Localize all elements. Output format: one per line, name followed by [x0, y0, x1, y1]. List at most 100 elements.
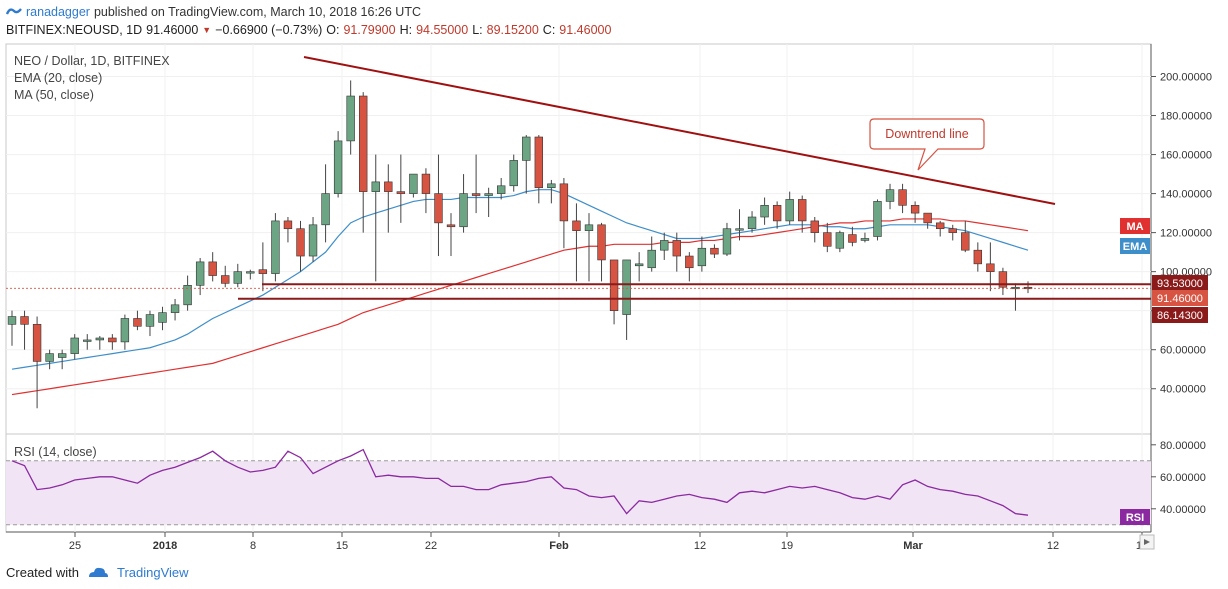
candle — [910, 201, 920, 223]
candle — [70, 334, 79, 360]
candle-body-down — [258, 269, 268, 274]
x-tick-label: 15 — [336, 540, 348, 552]
low-label: L: — [472, 23, 483, 37]
axis-badge-ema: EMA — [1120, 238, 1150, 254]
last-price: 91.46000 — [146, 23, 199, 37]
candle — [421, 168, 431, 214]
candle-body-up — [459, 193, 468, 228]
candle — [258, 242, 268, 292]
candle — [998, 267, 1008, 296]
candle-body-down — [20, 316, 29, 325]
tradingview-cloud-icon — [88, 567, 108, 577]
candle-body-down — [986, 263, 995, 272]
legend-ema: EMA (20, close) — [14, 71, 102, 85]
publish-info: published on TradingView.com, March 10, … — [93, 5, 421, 19]
candle — [948, 224, 957, 241]
axis-badge-text: EMA — [1123, 241, 1148, 253]
axis-badge-text: MA — [1126, 221, 1143, 233]
x-tick-label: 25 — [69, 540, 81, 552]
candle — [534, 135, 544, 204]
candle-body-up — [170, 304, 180, 313]
x-tick-label: 22 — [425, 540, 437, 552]
candle-body-down — [710, 247, 719, 255]
candle-body-down — [848, 234, 857, 243]
candle — [32, 316, 42, 409]
footer-bar: Created with TradingView — [6, 562, 189, 582]
candle-body-up — [747, 216, 757, 230]
price-chart[interactable]: 200.00000 180.00000 160.00000 140.00000 120.… — [0, 40, 1228, 555]
level-label-text: 93.53000 — [1157, 278, 1203, 290]
candle — [459, 174, 468, 233]
low-value: 89.15200 — [486, 23, 539, 37]
candle-body-down — [534, 136, 544, 189]
candle — [584, 213, 594, 282]
candle — [384, 164, 393, 233]
x-tick-label: 12 — [694, 540, 706, 552]
candle — [183, 275, 192, 311]
legend-ma: MA (50, close) — [14, 88, 94, 102]
candle — [986, 242, 995, 292]
candle — [233, 263, 242, 288]
candle — [647, 236, 656, 272]
rsi-tick-label: 60.00000 — [1160, 472, 1206, 484]
candle — [772, 201, 782, 229]
level-label-text: 86.14300 — [1157, 310, 1203, 322]
candle — [496, 177, 506, 200]
close-label: C: — [542, 23, 556, 37]
legend-title: NEO / Dollar, 1D, BITFINEX — [14, 54, 170, 68]
candle-body-down — [133, 318, 142, 327]
candle-body-up — [233, 271, 242, 284]
candle — [57, 349, 67, 370]
candle-body-up — [321, 193, 330, 226]
downtrend-line — [303, 56, 1056, 205]
candle-body-up — [735, 228, 744, 231]
candle — [860, 232, 870, 243]
candle-body-up — [760, 205, 769, 218]
candle-body-down — [421, 173, 431, 194]
candle-body-up — [57, 353, 67, 358]
candle-body-down — [471, 193, 481, 196]
candle — [873, 199, 882, 241]
axis-badge-bg — [1120, 218, 1150, 234]
candle-body-up — [83, 339, 92, 342]
candle — [246, 269, 255, 280]
level-label-bg — [1152, 275, 1208, 291]
candle — [823, 222, 832, 253]
tradingview-link[interactable]: TradingView — [116, 564, 189, 580]
candle-body-down — [998, 271, 1008, 288]
candle — [271, 213, 280, 282]
author-link[interactable]: ranadagger — [26, 5, 90, 19]
candle-body-down — [923, 212, 932, 224]
level-label-bg — [1152, 307, 1208, 323]
candle-body-up — [70, 337, 79, 354]
candle — [609, 259, 619, 325]
candle-body-down — [384, 181, 393, 192]
candle-body-up — [95, 337, 104, 341]
x-tick-label: 19 — [781, 540, 793, 552]
candle-body-up — [547, 183, 556, 189]
ma-line — [11, 218, 1029, 396]
goto-date-icon[interactable] — [1139, 534, 1155, 550]
level-label-1: 91.46000 — [1152, 290, 1208, 306]
candle-body-down — [572, 220, 581, 231]
candle — [634, 252, 644, 282]
candle — [848, 226, 857, 247]
tradingview-logo-icon — [6, 8, 22, 15]
candle — [346, 80, 355, 155]
rsi-line — [11, 448, 1029, 516]
candle — [672, 232, 681, 272]
chart-area[interactable]: 200.00000 180.00000 160.00000 140.00000 120.… — [0, 40, 1228, 555]
candle — [697, 236, 707, 272]
candle-body-up — [409, 173, 418, 194]
candle-body-down — [772, 205, 782, 222]
candle-body-up — [622, 259, 631, 315]
candle — [785, 191, 794, 225]
candle-body-down — [396, 191, 406, 194]
candle — [133, 310, 142, 331]
candle-body-down — [910, 205, 920, 214]
rsi-tick-label: 80.00000 — [1160, 440, 1206, 452]
candle-body-up — [785, 199, 794, 222]
candle-body-down — [936, 222, 945, 230]
candle — [547, 179, 556, 204]
candle-body-up — [647, 249, 656, 269]
